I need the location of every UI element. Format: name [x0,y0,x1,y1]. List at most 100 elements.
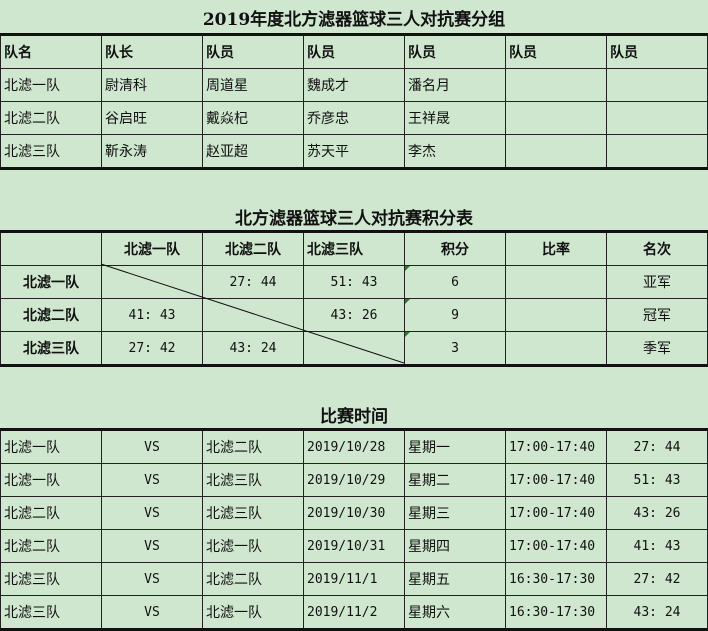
cell[interactable] [505,101,607,135]
team-cell[interactable]: 北滤二队 [202,429,304,464]
score-cell[interactable]: 27: 44 [202,265,304,299]
ratio-cell[interactable] [505,298,607,332]
time-cell[interactable]: 17:00-17:40 [505,429,607,464]
cell[interactable]: 赵亚超 [202,134,304,169]
header-cell[interactable]: 北滤三队 [303,231,405,266]
cell[interactable]: 王祥晟 [404,101,506,135]
cell[interactable]: 乔彦忠 [303,101,405,135]
ratio-cell[interactable] [505,331,607,366]
time-cell[interactable]: 16:30-17:30 [505,595,607,630]
team-cell[interactable]: 北滤一队 [202,595,304,630]
score-cell[interactable]: 51: 43 [303,265,405,299]
cell[interactable] [505,134,607,169]
cell[interactable]: 潘名月 [404,68,506,102]
weekday-cell[interactable]: 星期六 [404,595,506,630]
date-cell[interactable]: 2019/10/31 [303,529,405,563]
cell[interactable]: 尉清科 [101,68,203,102]
header-cell[interactable]: 名次 [606,231,708,266]
table-row: 北滤二队 VS 北滤一队 2019/10/31 星期四 17:00-17:40 41: 43 [0,529,708,563]
score-cell[interactable]: 43: 26 [303,298,405,332]
score-cell[interactable]: 27: 42 [606,562,708,596]
team-cell[interactable]: 北滤三队 [0,331,102,366]
team-cell[interactable]: 北滤三队 [202,496,304,530]
weekday-cell[interactable]: 星期一 [404,429,506,464]
time-cell[interactable]: 16:30-17:30 [505,562,607,596]
rank-cell[interactable]: 亚军 [606,265,708,299]
weekday-cell[interactable]: 星期五 [404,562,506,596]
date-cell[interactable]: 2019/10/30 [303,496,405,530]
groups-title: 2019年度北方滤器篮球三人对抗赛分组 [202,10,506,30]
vs-cell[interactable]: VS [101,562,203,596]
team-cell[interactable]: 北滤一队 [0,463,102,497]
weekday-cell[interactable]: 星期二 [404,463,506,497]
header-cell[interactable] [0,231,102,266]
team-cell[interactable]: 北滤二队 [0,298,102,332]
cell[interactable]: 苏天平 [303,134,405,169]
header-cell[interactable]: 队长 [101,34,203,69]
team-cell[interactable]: 北滤一队 [0,429,102,464]
header-cell[interactable]: 队员 [303,34,405,69]
header-cell[interactable]: 队员 [202,34,304,69]
score-cell[interactable]: 27: 42 [101,331,203,366]
team-cell[interactable]: 北滤二队 [0,496,102,530]
cell[interactable] [606,134,708,169]
vs-cell[interactable]: VS [101,429,203,464]
time-cell[interactable]: 17:00-17:40 [505,496,607,530]
score-cell[interactable]: 43: 24 [606,595,708,630]
rank-cell[interactable]: 冠军 [606,298,708,332]
team-cell[interactable]: 北滤三队 [0,595,102,630]
score-cell[interactable]: 51: 43 [606,463,708,497]
cell[interactable] [606,101,708,135]
cell[interactable]: 魏成才 [303,68,405,102]
time-cell[interactable]: 17:00-17:40 [505,529,607,563]
score-cell[interactable]: 43: 26 [606,496,708,530]
team-cell[interactable]: 北滤二队 [0,529,102,563]
header-cell[interactable]: 队名 [0,34,102,69]
weekday-cell[interactable]: 星期四 [404,529,506,563]
team-cell[interactable]: 北滤二队 [202,562,304,596]
header-cell[interactable]: 队员 [606,34,708,69]
cell[interactable]: 谷启旺 [101,101,203,135]
date-cell[interactable]: 2019/10/28 [303,429,405,464]
cell[interactable] [505,68,607,102]
score-cell[interactable]: 27: 44 [606,429,708,464]
team-cell[interactable]: 北滤一队 [202,529,304,563]
points-cell[interactable]: 6 [404,265,506,299]
vs-cell[interactable]: VS [101,595,203,630]
score-cell[interactable]: 41: 43 [101,298,203,332]
date-cell[interactable]: 2019/10/29 [303,463,405,497]
score-cell[interactable]: 41: 43 [606,529,708,563]
vs-cell[interactable]: VS [101,463,203,497]
cell[interactable]: 李杰 [404,134,506,169]
header-cell[interactable]: 队员 [505,34,607,69]
header-cell[interactable]: 队员 [404,34,506,69]
header-cell[interactable]: 北滤二队 [202,231,304,266]
score-cell[interactable] [202,298,304,332]
team-cell[interactable]: 北滤三队 [202,463,304,497]
cell[interactable] [606,68,708,102]
vs-cell[interactable]: VS [101,529,203,563]
team-cell[interactable]: 北滤三队 [0,562,102,596]
vs-cell[interactable]: VS [101,496,203,530]
weekday-cell[interactable]: 星期三 [404,496,506,530]
header-cell[interactable]: 北滤一队 [101,231,203,266]
score-cell[interactable] [101,265,203,299]
cell[interactable]: 北滤二队 [0,101,102,135]
score-cell[interactable] [303,331,405,366]
header-cell[interactable]: 积分 [404,231,506,266]
score-cell[interactable]: 43: 24 [202,331,304,366]
time-cell[interactable]: 17:00-17:40 [505,463,607,497]
rank-cell[interactable]: 季军 [606,331,708,366]
team-cell[interactable]: 北滤一队 [0,265,102,299]
cell[interactable]: 靳永涛 [101,134,203,169]
cell[interactable]: 北滤一队 [0,68,102,102]
points-cell[interactable]: 9 [404,298,506,332]
date-cell[interactable]: 2019/11/2 [303,595,405,630]
header-cell[interactable]: 比率 [505,231,607,266]
points-cell[interactable]: 3 [404,331,506,366]
cell[interactable]: 北滤三队 [0,134,102,169]
ratio-cell[interactable] [505,265,607,299]
cell[interactable]: 周道星 [202,68,304,102]
date-cell[interactable]: 2019/11/1 [303,562,405,596]
cell[interactable]: 戴焱杞 [202,101,304,135]
